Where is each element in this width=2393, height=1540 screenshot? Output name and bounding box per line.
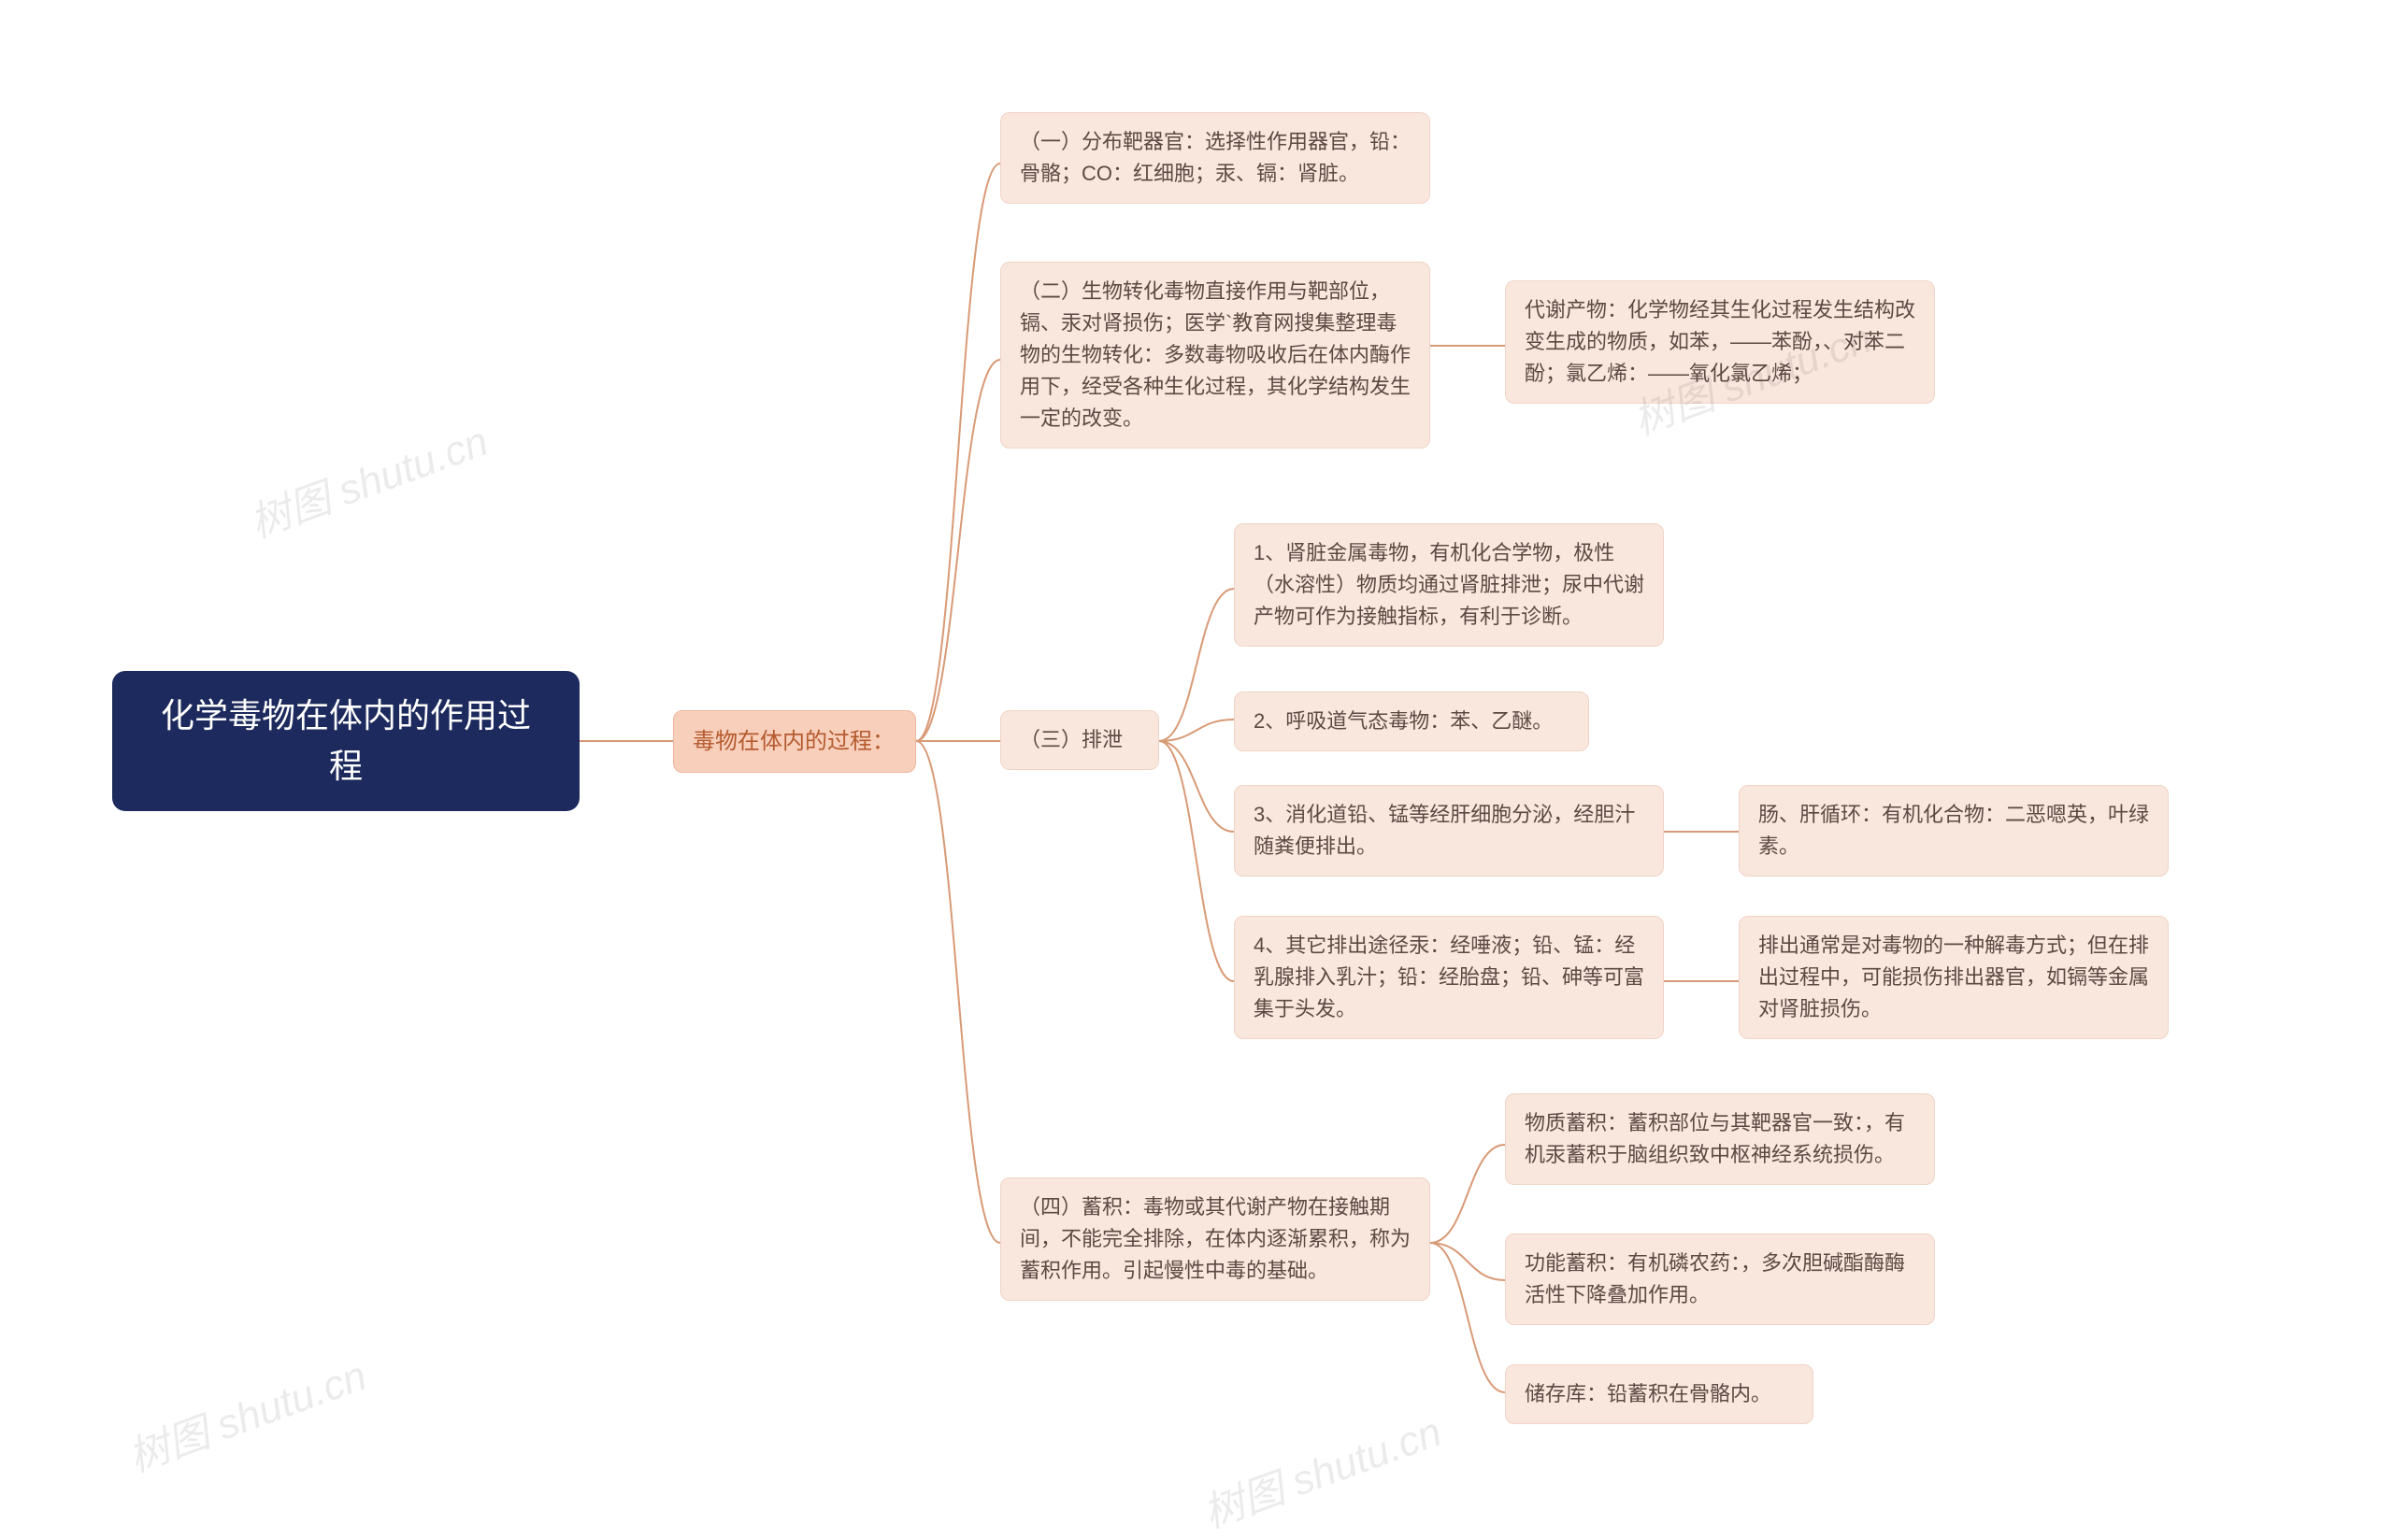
node-text: （四）蓄积：毒物或其代谢产物在接触期间，不能完全排除，在体内逐渐累积，称为蓄积作… xyxy=(1020,1191,1411,1287)
node-text: 功能蓄积：有机磷农药：，多次胆碱酯酶酶活性下降叠加作用。 xyxy=(1525,1248,1915,1311)
node-storage: 储存库：铅蓄积在骨骼内。 xyxy=(1505,1364,1813,1424)
connector-line xyxy=(916,360,1000,741)
connector-line xyxy=(1159,741,1234,832)
node-functional-accum: 功能蓄积：有机磷农药：，多次胆碱酯酶酶活性下降叠加作用。 xyxy=(1505,1233,1935,1325)
root-label: 化学毒物在体内的作用过程 xyxy=(146,691,546,791)
node-digestive: 3、消化道铅、锰等经肝细胞分泌，经胆汁随粪便排出。 xyxy=(1234,785,1664,877)
node-other-routes: 4、其它排出途径汞：经唾液；铅、锰：经乳腺排入乳汁；铅：经胎盘；铅、砷等可富集于… xyxy=(1234,916,1664,1039)
node-text: 肠、肝循环：有机化合物：二恶嗯英，叶绿素。 xyxy=(1758,799,2149,863)
node-text: 储存库：铅蓄积在骨骼内。 xyxy=(1525,1378,1771,1410)
connector-line xyxy=(916,741,1000,1243)
connector-line xyxy=(916,164,1000,741)
node-text: 3、消化道铅、锰等经肝细胞分泌，经胆汁随粪便排出。 xyxy=(1254,799,1644,863)
connector-line xyxy=(1159,741,1234,981)
node-excretion-note: 排出通常是对毒物的一种解毒方式；但在排出过程中，可能损伤排出器官，如镉等金属对肾… xyxy=(1739,916,2169,1039)
node-text: 物质蓄积：蓄积部位与其靶器官一致：，有机汞蓄积于脑组织致中枢神经系统损伤。 xyxy=(1525,1107,1915,1171)
node-metabolites: 代谢产物：化学物经其生化过程发生结构改变生成的物质，如苯，——苯酚，、对苯二酚；… xyxy=(1505,280,1935,404)
mindmap-canvas: 化学毒物在体内的作用过程 毒物在体内的过程： （一）分布靶器官：选择性作用器官，… xyxy=(0,0,2393,1498)
connector-line xyxy=(1430,1243,1505,1280)
node-text: （二）生物转化毒物直接作用与靶部位，镉、汞对肾损伤；医学`教育网搜集整理毒物的生… xyxy=(1020,276,1411,435)
node-text: （一）分布靶器官：选择性作用器官，铅：骨骼；CO：红细胞；汞、镉：肾脏。 xyxy=(1020,126,1411,190)
node-text: 代谢产物：化学物经其生化过程发生结构改变生成的物质，如苯，——苯酚，、对苯二酚；… xyxy=(1525,294,1915,390)
node-text: 4、其它排出途径汞：经唾液；铅、锰：经乳腺排入乳汁；铅：经胎盘；铅、砷等可富集于… xyxy=(1254,930,1644,1025)
level1-label: 毒物在体内的过程： xyxy=(693,724,895,759)
connector-line xyxy=(1430,1243,1505,1392)
node-text: 2、呼吸道气态毒物：苯、乙醚。 xyxy=(1254,706,1553,737)
node-distribution: （一）分布靶器官：选择性作用器官，铅：骨骼；CO：红细胞；汞、镉：肾脏。 xyxy=(1000,112,1430,204)
node-text: 1、肾脏金属毒物，有机化合学物，极性（水溶性）物质均通过肾脏排泄；尿中代谢产物可… xyxy=(1254,537,1644,633)
node-accumulation: （四）蓄积：毒物或其代谢产物在接触期间，不能完全排除，在体内逐渐累积，称为蓄积作… xyxy=(1000,1177,1430,1301)
node-text: （三）排泄 xyxy=(1020,724,1123,756)
node-kidney: 1、肾脏金属毒物，有机化合学物，极性（水溶性）物质均通过肾脏排泄；尿中代谢产物可… xyxy=(1234,523,1664,647)
node-respiratory: 2、呼吸道气态毒物：苯、乙醚。 xyxy=(1234,692,1589,751)
node-excretion: （三）排泄 xyxy=(1000,710,1159,770)
connector-line xyxy=(1159,589,1234,741)
node-enterohepatic: 肠、肝循环：有机化合物：二恶嗯英，叶绿素。 xyxy=(1739,785,2169,877)
node-material-accum: 物质蓄积：蓄积部位与其靶器官一致：，有机汞蓄积于脑组织致中枢神经系统损伤。 xyxy=(1505,1093,1935,1185)
root-node: 化学毒物在体内的作用过程 xyxy=(112,671,580,811)
node-text: 排出通常是对毒物的一种解毒方式；但在排出过程中，可能损伤排出器官，如镉等金属对肾… xyxy=(1758,930,2149,1025)
connector-line xyxy=(1159,720,1234,741)
level1-node: 毒物在体内的过程： xyxy=(673,710,916,773)
connector-line xyxy=(1430,1145,1505,1243)
node-biotransformation: （二）生物转化毒物直接作用与靶部位，镉、汞对肾损伤；医学`教育网搜集整理毒物的生… xyxy=(1000,262,1430,449)
